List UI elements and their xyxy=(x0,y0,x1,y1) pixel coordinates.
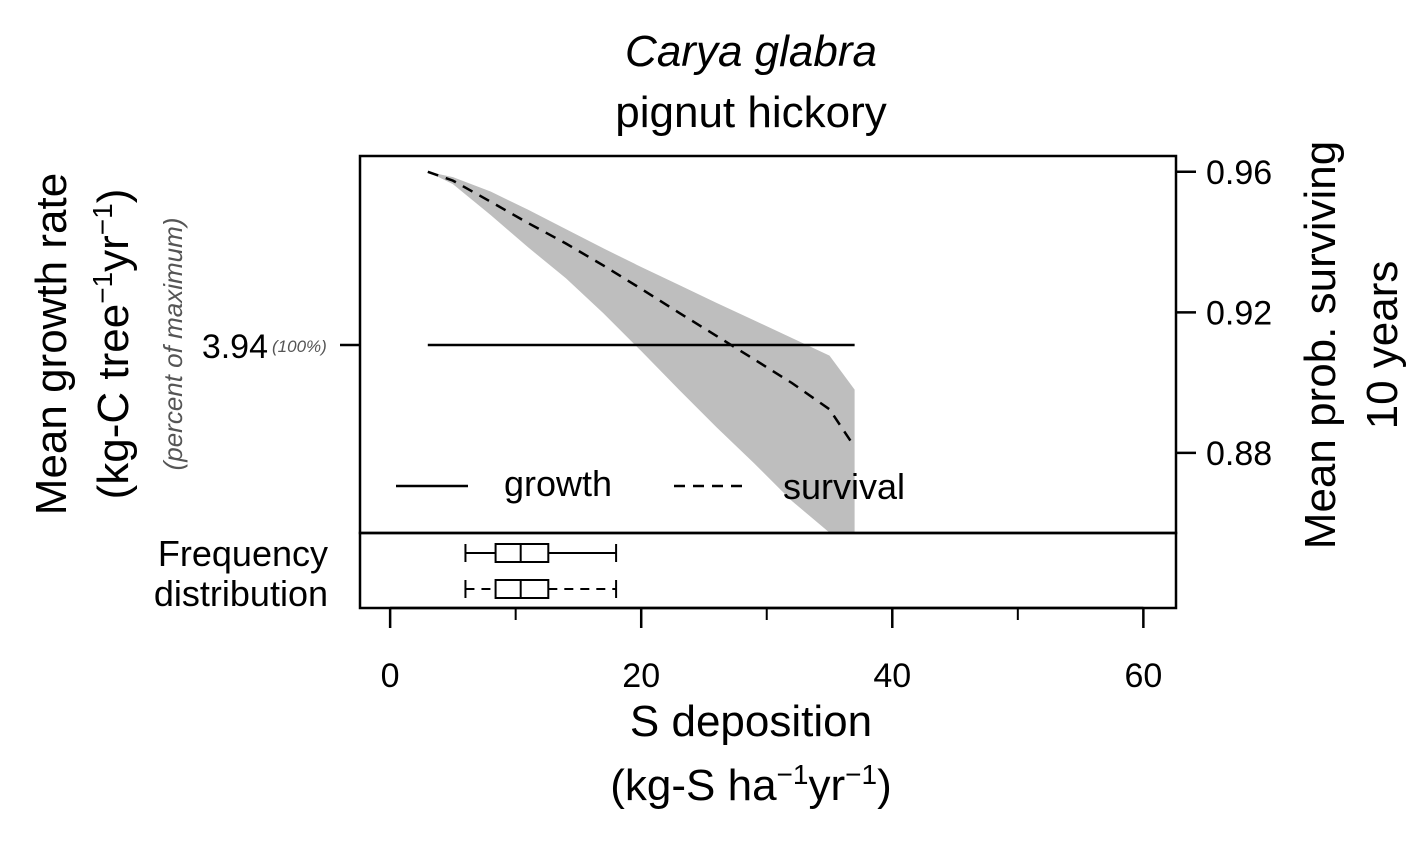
left-axis-tick-label: 3.94 xyxy=(202,328,268,366)
legend-survival-label: survival xyxy=(783,466,905,507)
right-axis-title-line2: 10 years xyxy=(1358,261,1407,430)
x-axis-tick-label: 60 xyxy=(1124,657,1162,695)
frequency-boxplot xyxy=(464,579,618,599)
left-axis-tick-percent: (100%) xyxy=(272,337,327,356)
chart-title: Carya glabra xyxy=(625,27,877,76)
frequency-panel-frame xyxy=(358,531,1178,610)
survival-confidence-band xyxy=(427,171,855,534)
frequency-boxplot xyxy=(464,543,618,563)
boxplot-box xyxy=(494,579,550,599)
frequency-label: Frequency xyxy=(158,533,328,574)
x-axis-tick-label: 0 xyxy=(381,657,400,695)
right-axis-tick-label: 0.88 xyxy=(1206,435,1272,473)
left-units-exp1: −1 xyxy=(87,272,118,304)
survival-line xyxy=(427,170,856,448)
x-axis-tick-label: 40 xyxy=(873,657,911,695)
x-axis-tick-label: 20 xyxy=(622,657,660,695)
left-units-base: (kg-C tree xyxy=(89,304,138,500)
x-axis: 0 20 40 60 xyxy=(381,606,1162,695)
frequency-label-line2: distribution xyxy=(154,573,328,614)
x-units-exp1: −1 xyxy=(777,759,809,790)
right-axis: 0.88 0.92 0.96 xyxy=(1176,154,1272,473)
left-units-exp2: −1 xyxy=(87,203,118,235)
right-axis-title: Mean prob. surviving xyxy=(1296,141,1345,549)
legend-growth-label: growth xyxy=(504,463,612,504)
chart-subtitle: pignut hickory xyxy=(615,88,886,137)
frequency-boxplots xyxy=(464,543,618,599)
x-axis-title: S deposition xyxy=(630,697,872,746)
x-axis-units: (kg-S ha−1yr−1) xyxy=(610,759,891,810)
left-axis-units: (kg-C tree−1yr−1) xyxy=(87,189,138,500)
x-units-base: (kg-S ha xyxy=(610,761,777,810)
left-axis-title: Mean growth rate xyxy=(27,173,76,515)
right-axis-tick-label: 0.92 xyxy=(1206,294,1272,332)
x-units-exp2: −1 xyxy=(845,759,877,790)
right-axis-tick-label: 0.96 xyxy=(1206,154,1272,192)
x-units-close: ) xyxy=(877,761,892,810)
left-units-mid: yr xyxy=(89,235,138,272)
boxplot-box xyxy=(494,543,550,563)
left-units-close: ) xyxy=(89,189,138,204)
x-units-mid: yr xyxy=(808,761,845,810)
left-axis-percent-note: (percent of maximum) xyxy=(158,218,188,471)
